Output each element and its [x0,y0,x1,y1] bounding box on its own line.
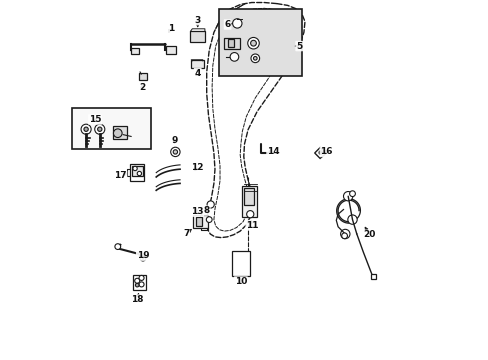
Text: 2: 2 [139,83,145,92]
Circle shape [170,147,180,157]
Circle shape [232,19,242,28]
Circle shape [137,171,141,176]
Text: 15: 15 [89,115,101,124]
Circle shape [206,217,212,222]
Circle shape [115,244,121,249]
Circle shape [250,54,259,63]
Bar [131,48,139,54]
Text: 8: 8 [203,206,209,215]
Bar [242,186,257,217]
Circle shape [253,57,257,60]
Bar [133,275,145,290]
Circle shape [133,166,137,171]
Bar [219,9,302,76]
Bar [370,274,375,279]
Circle shape [113,129,122,138]
Bar [232,251,249,276]
Text: 20: 20 [363,230,375,239]
Circle shape [343,192,352,201]
Text: 3: 3 [194,15,201,24]
Circle shape [95,124,104,134]
Text: 4: 4 [194,68,201,77]
Circle shape [84,127,88,131]
Text: 19: 19 [136,251,149,260]
Text: 7: 7 [183,230,189,239]
Circle shape [246,211,253,218]
Circle shape [349,191,355,197]
Circle shape [135,283,139,287]
Bar [244,188,253,205]
Bar [139,73,146,80]
Text: 18: 18 [131,295,143,304]
Text: 17: 17 [114,171,126,180]
Text: 16: 16 [320,148,332,156]
Circle shape [140,255,145,261]
Bar [227,39,234,47]
Polygon shape [314,148,326,158]
Bar [190,31,204,42]
Bar [165,46,175,54]
Circle shape [173,150,177,154]
Bar [195,217,202,226]
Bar [113,126,127,139]
Circle shape [318,151,322,154]
Bar [193,215,208,228]
Text: 11: 11 [245,220,258,230]
Circle shape [347,215,356,224]
Text: 9: 9 [171,136,177,145]
Circle shape [247,37,259,49]
Circle shape [230,53,238,61]
Bar [191,60,204,68]
Circle shape [250,40,256,46]
Circle shape [341,233,347,239]
Circle shape [98,127,102,131]
Circle shape [340,229,349,239]
Text: 12: 12 [191,163,203,172]
Circle shape [139,275,144,280]
Bar [224,38,239,49]
Circle shape [134,278,140,283]
Text: 5: 5 [296,41,302,50]
Circle shape [206,201,214,208]
Circle shape [139,282,144,287]
Text: 6: 6 [224,20,230,29]
Bar [72,108,151,149]
Text: 14: 14 [266,147,279,156]
Bar [130,164,144,181]
Bar [132,166,142,176]
Text: 1: 1 [167,24,173,33]
Text: 13: 13 [190,207,203,216]
Text: 10: 10 [234,277,246,286]
Circle shape [81,124,91,134]
